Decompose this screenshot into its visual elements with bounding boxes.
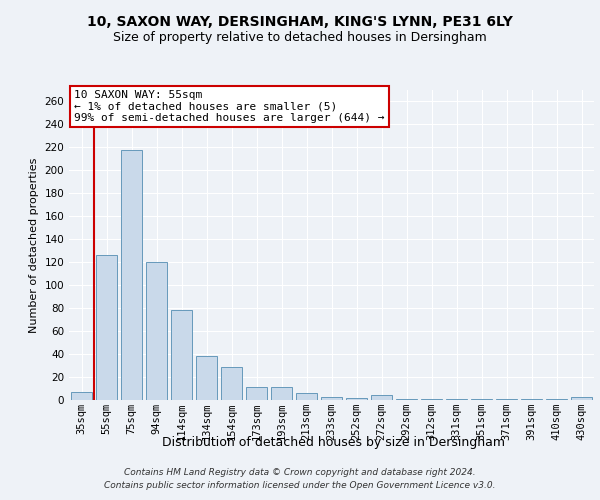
Bar [296,393,317,400]
Bar [571,396,592,400]
Bar [271,388,292,400]
Bar [321,396,342,400]
Bar [221,366,242,400]
Text: Size of property relative to detached houses in Dersingham: Size of property relative to detached ho… [113,31,487,44]
Y-axis label: Number of detached properties: Number of detached properties [29,158,39,332]
Bar [71,392,92,400]
Bar [196,356,217,400]
Bar [96,256,117,400]
Bar [446,399,467,400]
Bar [546,399,567,400]
Bar [471,399,492,400]
Bar [146,262,167,400]
Bar [346,398,367,400]
Text: Contains HM Land Registry data © Crown copyright and database right 2024.: Contains HM Land Registry data © Crown c… [124,468,476,477]
Bar [496,399,517,400]
Text: 10 SAXON WAY: 55sqm
← 1% of detached houses are smaller (5)
99% of semi-detached: 10 SAXON WAY: 55sqm ← 1% of detached hou… [74,90,385,123]
Text: 10, SAXON WAY, DERSINGHAM, KING'S LYNN, PE31 6LY: 10, SAXON WAY, DERSINGHAM, KING'S LYNN, … [87,16,513,30]
Bar [421,399,442,400]
Text: Distribution of detached houses by size in Dersingham: Distribution of detached houses by size … [161,436,505,449]
Bar [246,388,267,400]
Bar [396,399,417,400]
Bar [521,399,542,400]
Bar [171,310,192,400]
Text: Contains public sector information licensed under the Open Government Licence v3: Contains public sector information licen… [104,482,496,490]
Bar [121,150,142,400]
Bar [371,396,392,400]
